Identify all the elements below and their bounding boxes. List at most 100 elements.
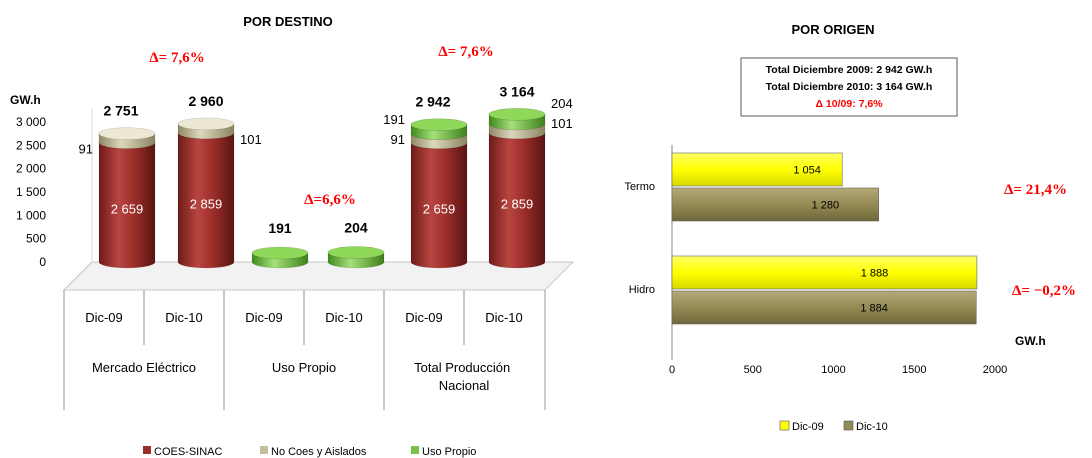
left-category-dic10-b: Dic-10 <box>325 310 363 325</box>
left-y-tick-label: 0 <box>39 255 46 269</box>
bar-total-produccion-nacional-dic-09: 2 659 91 191 2 942 <box>383 94 468 269</box>
left-category-dic10-a: Dic-10 <box>165 310 203 325</box>
bar-value-label: 101 <box>240 132 262 147</box>
bar-segment-top-uso-propio <box>251 246 309 260</box>
left-y-tick-label: 3 000 <box>16 115 46 129</box>
left-legend: COES-SINAC No Coes y Aislados Uso Propio <box>143 446 476 458</box>
delta-hidro: Δ= −0,2% <box>1012 283 1076 299</box>
left-category-dic10-c: Dic-10 <box>485 310 523 325</box>
legend-label-dic-09: Dic-09 <box>792 421 824 433</box>
left-side-edge <box>63 261 93 291</box>
bar-value-label: 2 859 <box>501 196 534 211</box>
bar-segment-coes-sinac <box>98 142 156 269</box>
legend-swatch-coes-sinac <box>143 446 151 454</box>
left-y-tick-label: 2 000 <box>16 162 46 176</box>
bar-segment-coes-sinac <box>177 132 235 269</box>
bar-segment-top-uso-propio <box>488 108 546 121</box>
bar-value-label: 91 <box>79 142 93 157</box>
legend-swatch-no-coes <box>260 446 268 454</box>
legend-swatch-dic-10 <box>843 420 854 431</box>
legend-swatch-uso-propio <box>411 446 419 454</box>
bar-total-produccion-nacional-dic-10: 2 859 101 204 3 164 <box>488 83 573 269</box>
group-label-total-produccion-line-2: Nacional <box>439 378 490 393</box>
legend-label-no-coes: No Coes y Aislados <box>271 446 367 458</box>
left-y-tick-label: 1 000 <box>16 208 46 222</box>
bar-value-label: 2 859 <box>190 196 223 211</box>
right-x-tick-label: 500 <box>744 364 762 376</box>
bar-value-label: 1 280 <box>812 200 840 212</box>
right-x-tick-label: 1500 <box>902 364 926 376</box>
bar-value-label: 101 <box>551 116 573 131</box>
right-x-axis-label: GW.h <box>1015 334 1046 348</box>
group-label-total-produccion: Total Producción Nacional <box>414 360 514 393</box>
bar-hidro-dic-10 <box>671 290 977 325</box>
bar-segment-top-no-coes-y-aislados <box>98 127 156 140</box>
group-label-mercado-electrico: Mercado Eléctrico <box>92 360 196 375</box>
bar-value-label: 2 659 <box>423 201 456 216</box>
bar-total-label: 2 751 <box>103 103 138 119</box>
right-x-ticks: 0 500 1000 1500 2000 <box>669 364 1007 376</box>
legend-label-coes-sinac: COES-SINAC <box>154 446 223 458</box>
right-x-tick-label: 0 <box>669 364 675 376</box>
left-category-grid <box>63 290 546 410</box>
right-category-hidro: Hidro <box>629 284 655 296</box>
bar-total-label: 2 942 <box>415 94 450 110</box>
left-category-dic09-a: Dic-09 <box>85 310 123 325</box>
legend-label-uso-propio: Uso Propio <box>422 446 476 458</box>
bar-termo-dic-09 <box>671 152 843 187</box>
delta-termo: Δ= 21,4% <box>1004 182 1067 198</box>
bar-value-label: 1 888 <box>861 268 889 280</box>
bar-value-label: 2 659 <box>111 201 144 216</box>
left-y-tick-label: 500 <box>26 232 46 246</box>
bar-segment-top-uso-propio <box>410 118 468 132</box>
right-chart-title: POR ORIGEN <box>791 22 874 37</box>
bar-segment-coes-sinac <box>410 142 468 269</box>
right-x-tick-label: 1000 <box>821 364 845 376</box>
left-y-axis-label: GW.h <box>10 93 41 107</box>
delta-mercado-electrico: Δ= 7,6% <box>149 50 204 66</box>
left-y-tick-label: 2 500 <box>16 138 46 152</box>
delta-uso-propio: Δ=6,6% <box>304 192 356 208</box>
left-bars: 2 659 91 2 751 2 859 101 2 960 191 204 2 659 91 19… <box>79 83 573 269</box>
summary-line-delta: Δ 10/09: 7,6% <box>815 98 883 110</box>
bar-total-label: 2 960 <box>188 93 223 109</box>
left-chart-title: POR DESTINO <box>243 14 333 29</box>
bar-uso-propio-dic-09: 191 <box>251 220 309 269</box>
bar-segment-coes-sinac <box>488 132 546 269</box>
right-bars: 1 054 1 280 1 888 1 884 <box>671 152 978 325</box>
legend-swatch-dic-09 <box>779 420 790 431</box>
group-label-uso-propio: Uso Propio <box>272 360 336 375</box>
left-y-ticks: 0 500 1 000 1 500 2 000 2 500 3 000 <box>16 115 46 269</box>
bar-mercado-electrico-dic-10: 2 859 101 2 960 <box>177 93 262 269</box>
bar-value-label: 191 <box>383 112 405 127</box>
bar-uso-propio-dic-10: 204 <box>327 219 385 269</box>
left-category-dic09-b: Dic-09 <box>245 310 283 325</box>
right-category-labels: Termo Hidro <box>624 181 655 296</box>
delta-total-produccion: Δ= 7,6% <box>438 44 493 60</box>
bar-total-label: 3 164 <box>499 83 534 99</box>
bar-total-label: 204 <box>344 219 368 235</box>
summary-line-2010: Total Diciembre 2010: 3 164 GW.h <box>766 81 933 93</box>
right-category-termo: Termo <box>624 181 655 193</box>
left-y-tick-label: 1 500 <box>16 185 46 199</box>
left-plot-frame <box>62 108 575 291</box>
bar-mercado-electrico-dic-09: 2 659 91 2 751 <box>79 103 156 269</box>
group-label-total-produccion-line-1: Total Producción <box>414 360 510 375</box>
bar-value-label: 91 <box>391 132 405 147</box>
bar-value-label: 1 884 <box>860 303 888 315</box>
bar-total-label: 191 <box>268 220 292 236</box>
legend-label-dic-10: Dic-10 <box>856 421 888 433</box>
bar-segment-top-uso-propio <box>327 246 385 259</box>
bar-termo-dic-10 <box>671 187 880 222</box>
right-legend: Dic-09 Dic-10 <box>779 420 888 433</box>
left-category-dic09-c: Dic-09 <box>405 310 443 325</box>
bar-value-label: 204 <box>551 96 573 111</box>
summary-box: Total Diciembre 2009: 2 942 GW.h Total D… <box>740 57 958 117</box>
bar-hidro-dic-09 <box>671 255 978 290</box>
summary-line-2009: Total Diciembre 2009: 2 942 GW.h <box>766 64 933 76</box>
summary-box-frame <box>740 57 958 117</box>
bar-segment-top-no-coes-y-aislados <box>177 117 235 131</box>
right-x-tick-label: 2000 <box>983 364 1007 376</box>
bar-value-label: 1 054 <box>793 165 821 177</box>
